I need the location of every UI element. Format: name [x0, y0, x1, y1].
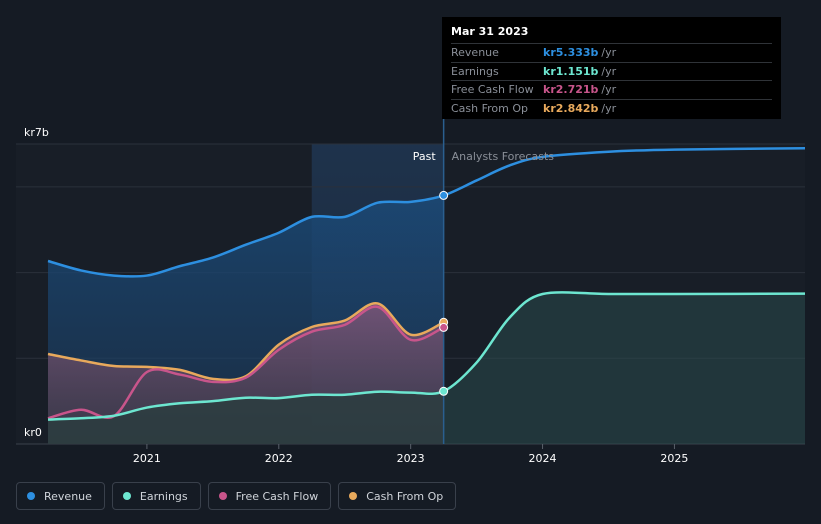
y-axis-bottom-label: kr0: [24, 426, 42, 439]
tooltip-label: Free Cash Flow: [451, 83, 534, 97]
tooltip-unit: /yr: [601, 83, 617, 97]
legend-item-earnings[interactable]: Earnings: [111, 482, 201, 510]
y-axis-top-label: kr7b: [24, 126, 49, 139]
legend-label: Revenue: [44, 489, 92, 503]
tooltip-row-earnings: Earnings kr1.151b /yr: [451, 61, 772, 81]
legend-item-cash-from-op[interactable]: Cash From Op: [338, 482, 457, 510]
data-tooltip: Mar 31 2023 Revenue kr5.333b /yr Earning…: [442, 17, 781, 119]
legend-dot-icon: [122, 492, 131, 500]
tooltip-date: Mar 31 2023: [451, 25, 529, 38]
free-cash-flow-marker[interactable]: [439, 322, 449, 332]
tooltip-label: Cash From Op: [451, 101, 529, 115]
x-tick-label: 2022: [265, 452, 293, 465]
legend-label: Earnings: [139, 489, 188, 503]
earnings-forecast-area: [443, 292, 805, 444]
tooltip-unit: /yr: [601, 46, 617, 60]
tooltip-row-revenue: Revenue kr5.333b /yr: [451, 43, 772, 62]
tooltip-value: kr1.151b: [543, 64, 599, 78]
legend-label: Free Cash Flow: [235, 489, 319, 503]
earnings-marker[interactable]: [439, 386, 449, 396]
legend-label: Cash From Op: [366, 489, 444, 503]
legend-dot-icon: [27, 492, 35, 500]
x-tick-label: 2021: [133, 452, 161, 465]
analysts-forecasts-label: Analysts Forecasts: [452, 150, 555, 163]
revenue-line: [47, 147, 806, 278]
tooltip-label: Earnings: [451, 64, 499, 78]
legend-dot-icon: [349, 492, 358, 500]
tooltip-unit: /yr: [601, 101, 617, 115]
earnings-area: [48, 391, 444, 444]
tooltip-row-cash-from-op: Cash From Op kr2.842b /yr: [451, 98, 772, 118]
legend-item-revenue[interactable]: Revenue: [16, 482, 105, 510]
tooltip-value: kr5.333b: [543, 46, 599, 60]
x-tick-label: 2024: [529, 452, 557, 465]
tooltip-row-free-cash-flow: Free Cash Flow kr2.721b /yr: [451, 80, 772, 99]
tooltip-value: kr2.842b: [543, 101, 599, 115]
tooltip-value: kr2.721b: [543, 83, 599, 97]
earnings-line: [47, 291, 806, 421]
legend-item-free-cash-flow[interactable]: Free Cash Flow: [207, 482, 332, 510]
legend-dot-icon: [218, 492, 227, 500]
tooltip-unit: /yr: [601, 64, 617, 78]
x-tick-label: 2025: [660, 452, 688, 465]
x-axis: 2021 2022 2023 2024 2025: [133, 444, 688, 465]
past-label: Past: [413, 150, 437, 163]
revenue-marker[interactable]: [439, 190, 449, 200]
x-tick-label: 2023: [397, 452, 425, 465]
tooltip-label: Revenue: [451, 46, 499, 60]
chart-legend: Revenue Earnings Free Cash Flow Cash Fro…: [16, 482, 457, 510]
